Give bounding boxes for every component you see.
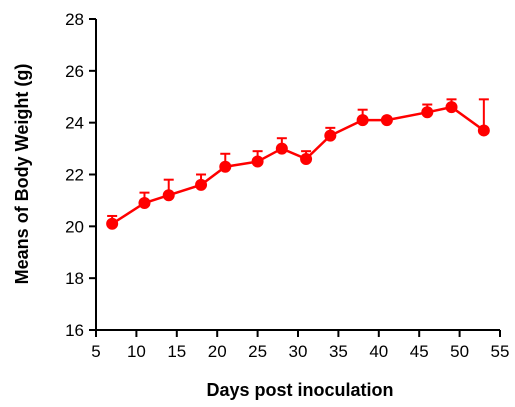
y-tick-label: 28	[65, 10, 84, 29]
y-tick-label: 16	[65, 321, 84, 340]
x-tick-label: 20	[208, 342, 227, 361]
data-point	[106, 217, 119, 230]
y-tick-label: 20	[65, 217, 84, 236]
data-point	[477, 124, 490, 137]
x-tick-label: 10	[127, 342, 146, 361]
x-tick-label: 45	[410, 342, 429, 361]
x-tick-label: 15	[167, 342, 186, 361]
series-line	[111, 105, 485, 225]
y-axis-title: Means of Body Weight (g)	[12, 64, 32, 285]
data-point	[138, 197, 151, 210]
x-tick-label: 25	[248, 342, 267, 361]
x-tick-label: 30	[289, 342, 308, 361]
data-point	[356, 114, 369, 127]
x-axis: 5 10 15 20 25 30 35 40 45 50 55	[91, 329, 510, 361]
data-point	[195, 178, 208, 191]
data-point	[300, 152, 313, 165]
data-point	[162, 189, 175, 202]
y-axis: 16 18 20 22 24 26 28	[65, 10, 97, 340]
data-point	[380, 114, 393, 127]
x-tick-label: 55	[491, 342, 510, 361]
data-point	[421, 106, 434, 119]
data-point	[324, 129, 337, 142]
y-tick-label: 18	[65, 269, 84, 288]
data-point	[219, 160, 232, 173]
y-tick-label: 24	[65, 114, 84, 133]
data-point	[275, 142, 288, 155]
x-tick-label: 5	[91, 342, 100, 361]
x-axis-title: Days post inoculation	[206, 380, 393, 400]
y-tick-label: 26	[65, 62, 84, 81]
x-tick-label: 40	[369, 342, 388, 361]
y-tick-label: 22	[65, 166, 84, 185]
data-point	[251, 155, 264, 168]
data-point	[445, 101, 458, 114]
series-layer	[106, 98, 490, 230]
x-tick-label: 35	[329, 342, 348, 361]
x-tick-label: 50	[450, 342, 469, 361]
